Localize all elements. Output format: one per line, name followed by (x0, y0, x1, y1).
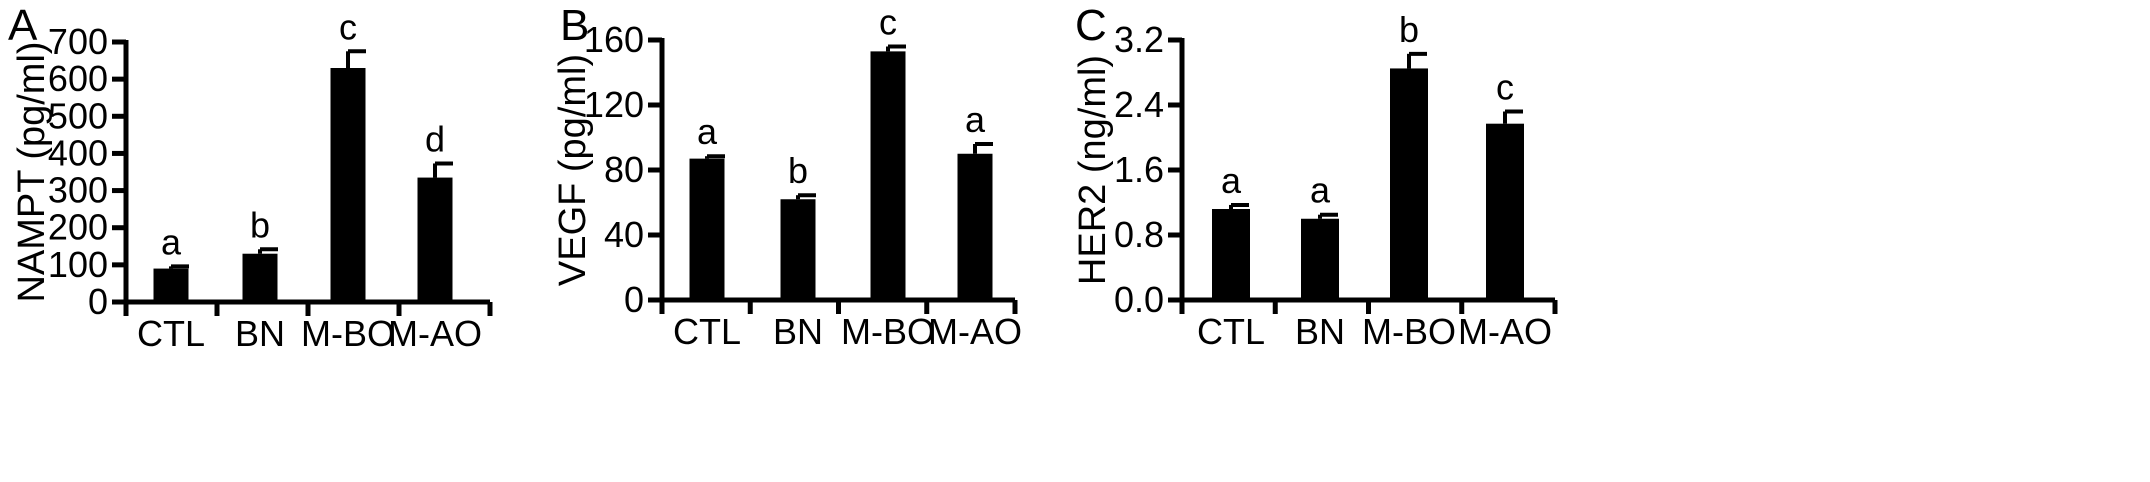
significance-label: a (965, 99, 986, 140)
significance-label: b (788, 150, 808, 191)
bar (870, 51, 906, 300)
x-tick-label: M-BO (301, 313, 395, 354)
y-axis-label: VEGF (pg/ml) (552, 54, 594, 286)
y-tick-label: 2.4 (1114, 84, 1164, 125)
y-axis-label: HER2 (ng/ml) (1072, 55, 1114, 285)
y-tick-label: 700 (48, 21, 108, 62)
significance-label: c (879, 2, 897, 43)
significance-label: a (1221, 160, 1242, 201)
significance-label: c (339, 6, 357, 47)
x-tick-label: M-BO (841, 311, 935, 352)
x-tick-label: CTL (673, 311, 741, 352)
x-tick-label: CTL (1197, 311, 1265, 352)
bar (1390, 68, 1428, 300)
y-tick-label: 40 (604, 214, 644, 255)
bar (1212, 209, 1250, 300)
x-tick-label: BN (773, 311, 823, 352)
bar (153, 268, 189, 302)
significance-label: d (425, 118, 445, 159)
bar (1301, 218, 1339, 300)
y-tick-label: 3.2 (1114, 19, 1164, 60)
y-tick-label: 100 (48, 244, 108, 285)
x-tick-label: BN (1295, 311, 1345, 352)
x-tick-label: M-AO (928, 311, 1022, 352)
bar (780, 199, 816, 300)
significance-label: b (1399, 9, 1419, 50)
bar (689, 158, 725, 300)
significance-label: a (161, 221, 182, 262)
y-axis-label: NAMPT (pg/ml) (11, 41, 53, 302)
x-tick-label: BN (235, 313, 285, 354)
significance-label: a (1310, 170, 1331, 211)
bar (1486, 123, 1524, 300)
y-tick-label: 0.8 (1114, 214, 1164, 255)
bar (417, 177, 453, 302)
y-tick-label: 600 (48, 58, 108, 99)
bar (330, 68, 366, 302)
panel-letter: C (1075, 1, 1107, 50)
y-tick-label: 500 (48, 95, 108, 136)
significance-label: a (697, 111, 718, 152)
bar (957, 153, 993, 300)
x-tick-label: CTL (137, 313, 205, 354)
x-tick-label: M-BO (1362, 311, 1456, 352)
y-tick-label: 160 (584, 19, 644, 60)
y-tick-label: 200 (48, 207, 108, 248)
bar (242, 253, 278, 302)
panel-letter: A (8, 1, 38, 50)
panel-letter: B (560, 1, 589, 50)
significance-label: c (1496, 67, 1514, 108)
y-tick-label: 300 (48, 170, 108, 211)
y-tick-label: 0.0 (1114, 279, 1164, 320)
x-tick-label: M-AO (388, 313, 482, 354)
y-tick-label: 0 (88, 281, 108, 322)
y-tick-label: 0 (624, 279, 644, 320)
significance-label: b (250, 204, 270, 245)
panel-c: C HER2 (ng/ml)0.0 0.8 1.6 2.4 3.2 a CTL a BN b M-BO… (1072, 1, 1558, 352)
y-tick-label: 1.6 (1114, 149, 1164, 190)
y-tick-label: 120 (584, 84, 644, 125)
x-tick-label: M-AO (1458, 311, 1552, 352)
y-tick-label: 80 (604, 149, 644, 190)
y-tick-label: 400 (48, 132, 108, 173)
